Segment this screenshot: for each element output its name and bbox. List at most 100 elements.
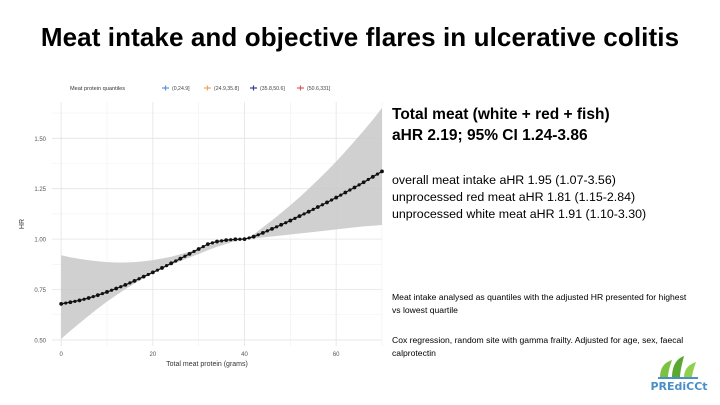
hr-point-mid-8 (137, 277, 141, 281)
y-tick-label-1: 0.75 (34, 288, 46, 294)
hr-point-2 (77, 298, 82, 303)
hr-point-mid-14 (192, 249, 196, 254)
legend-label-2: (35.8,50.6] (260, 86, 285, 92)
hr-point-mid-7 (128, 281, 132, 285)
hr-point-15 (196, 247, 201, 251)
hr-point-16 (205, 242, 210, 247)
hr-point-25 (288, 218, 293, 223)
hr-point-mid-2 (82, 297, 86, 301)
hr-point-mid-24 (284, 221, 288, 225)
hr-point-27 (306, 209, 311, 214)
hr-point-4 (95, 293, 100, 298)
legend-label-3: (50.6,331] (307, 86, 331, 92)
result-red-meat: unprocessed red meat aHR 1.81 (1.15-2.84… (392, 190, 636, 204)
hr-point-mid-1 (73, 299, 77, 303)
hr-point-30 (334, 195, 339, 200)
legend-label-0: (0,24.9] (172, 86, 190, 92)
confidence-band (61, 108, 382, 339)
hr-point-mid-15 (201, 244, 205, 249)
hr-point-26 (297, 214, 302, 219)
hr-point-mid-10 (155, 268, 160, 272)
logo-graphic (658, 356, 698, 379)
legend-label-1: (24.9,35.8] (214, 86, 239, 92)
slide-title: Meat intake and objective flares in ulce… (40, 22, 680, 52)
hr-point-mid-33 (366, 177, 370, 182)
hr-point-7 (123, 282, 128, 287)
y-tick-label-2: 1.00 (34, 238, 46, 244)
hr-point-28 (315, 205, 320, 209)
hr-point-1 (68, 300, 73, 305)
hr-point-mid-16 (210, 241, 215, 245)
hr-point-mid-29 (329, 198, 334, 202)
hr-point-mid-31 (348, 188, 352, 192)
logo-text: PREdiCCt (650, 380, 708, 393)
hr-point-8 (132, 278, 137, 283)
hr-point-31 (343, 190, 348, 195)
hr-point-9 (141, 274, 146, 279)
hr-point-29 (325, 200, 329, 205)
x-axis-label: Total meat protein (grams) (166, 361, 248, 368)
hr-point-24 (279, 222, 284, 227)
hr-point-34 (370, 174, 375, 179)
hr-point-mid-3 (91, 294, 95, 299)
hr-point-mid-21 (256, 233, 260, 237)
y-tick-label-3: 1.25 (34, 187, 46, 193)
hr-point-mid-4 (100, 291, 105, 296)
hr-point-33 (361, 180, 366, 185)
hr-point-12 (169, 261, 174, 266)
hr-point-mid-25 (293, 216, 297, 220)
hr-point-mid-5 (109, 288, 114, 292)
hr-point-10 (150, 270, 155, 275)
result-white-meat: unprocessed white meat aHR 1.91 (1.10-3.… (392, 207, 647, 221)
hr-point-mid-0 (64, 301, 68, 305)
hr-point-mid-9 (146, 272, 150, 277)
y-tick-label-0: 0.50 (34, 338, 46, 344)
hr-point-32 (352, 185, 357, 190)
hr-point-mid-6 (119, 285, 123, 289)
hr-point-13 (178, 256, 183, 261)
hr-point-mid-32 (357, 183, 361, 187)
hr-point-0 (59, 301, 64, 306)
hr-point-mid-23 (274, 225, 279, 229)
hr-point-mid-30 (339, 193, 343, 197)
x-tick-label-3: 60 (333, 352, 340, 358)
hr-point-18 (224, 238, 229, 243)
x-tick-label-1: 20 (149, 352, 156, 358)
hr-point-3 (86, 296, 91, 300)
hr-point-19 (233, 237, 238, 242)
hr-point-mid-18 (229, 238, 233, 242)
hr-point-mid-13 (183, 254, 187, 258)
hr-point-mid-19 (238, 237, 242, 241)
headline-line2: aHR 2.19; 95% CI 1.24-3.86 (392, 127, 588, 144)
legend-title: Meat protein quantiles (70, 86, 125, 92)
x-tick-label-0: 0 (59, 352, 63, 358)
hr-point-22 (260, 230, 265, 235)
hr-point-6 (114, 286, 119, 291)
x-tick-label-2: 40 (241, 352, 248, 358)
note-quantiles: Meat intake analysed as quantiles with t… (392, 292, 687, 315)
y-axis-label: HR (19, 219, 26, 229)
hr-point-23 (270, 226, 274, 231)
hr-point-5 (105, 290, 109, 294)
results-list: overall meat intake aHR 1.95 (1.07-3.56)… (392, 172, 712, 223)
hr-point-mid-12 (174, 259, 178, 263)
hr-point-mid-20 (247, 236, 251, 240)
result-overall: overall meat intake aHR 1.95 (1.07-3.56) (392, 173, 616, 187)
hr-point-mid-27 (311, 207, 315, 211)
chart-svg: 0.50 0.75 1.00 1.25 1.50 0 20 40 60 HR Total meat … (19, 85, 384, 368)
headline-line1: Total meat (white + red + fish) (392, 106, 610, 123)
hr-point-mid-26 (302, 212, 306, 216)
hr-point-21 (251, 234, 256, 239)
hr-point-35 (380, 169, 384, 174)
hr-point-mid-17 (219, 239, 224, 243)
hr-point-mid-11 (164, 264, 169, 268)
headline-box: Total meat (white + red + fish) aHR 2.19… (392, 104, 712, 146)
hr-point-mid-22 (265, 229, 270, 233)
hr-point-11 (160, 266, 164, 270)
hr-point-20 (242, 237, 247, 242)
hr-point-14 (187, 251, 192, 256)
hr-chart: 0.50 0.75 1.00 1.25 1.50 0 20 40 60 HR Total meat … (14, 78, 388, 368)
hr-point-mid-34 (375, 172, 380, 176)
hr-point-17 (215, 239, 219, 244)
predicct-logo: PREdiCCt (650, 352, 708, 396)
